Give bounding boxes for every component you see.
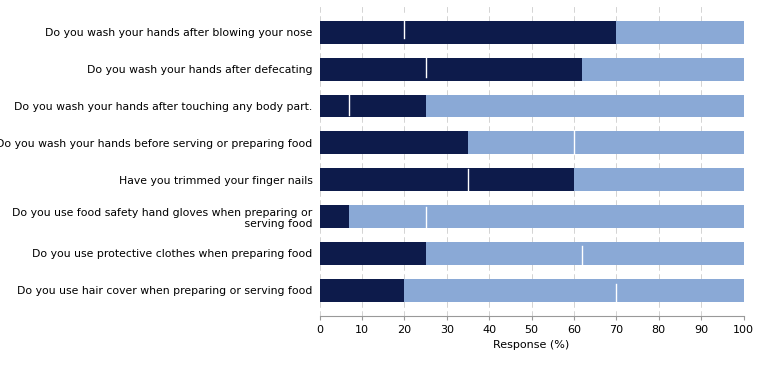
Bar <box>320 21 616 44</box>
Bar <box>425 242 743 265</box>
Bar <box>320 242 425 265</box>
Bar <box>425 95 743 117</box>
Bar <box>468 132 743 154</box>
Bar <box>574 168 743 191</box>
Bar <box>349 205 743 228</box>
Bar <box>320 58 582 80</box>
X-axis label: Response (%): Response (%) <box>493 340 570 350</box>
Bar <box>582 58 743 80</box>
Bar <box>404 279 743 302</box>
Bar <box>320 279 404 302</box>
Bar <box>320 132 468 154</box>
Bar <box>320 95 425 117</box>
Bar <box>616 21 743 44</box>
Bar <box>320 205 349 228</box>
Bar <box>320 168 574 191</box>
